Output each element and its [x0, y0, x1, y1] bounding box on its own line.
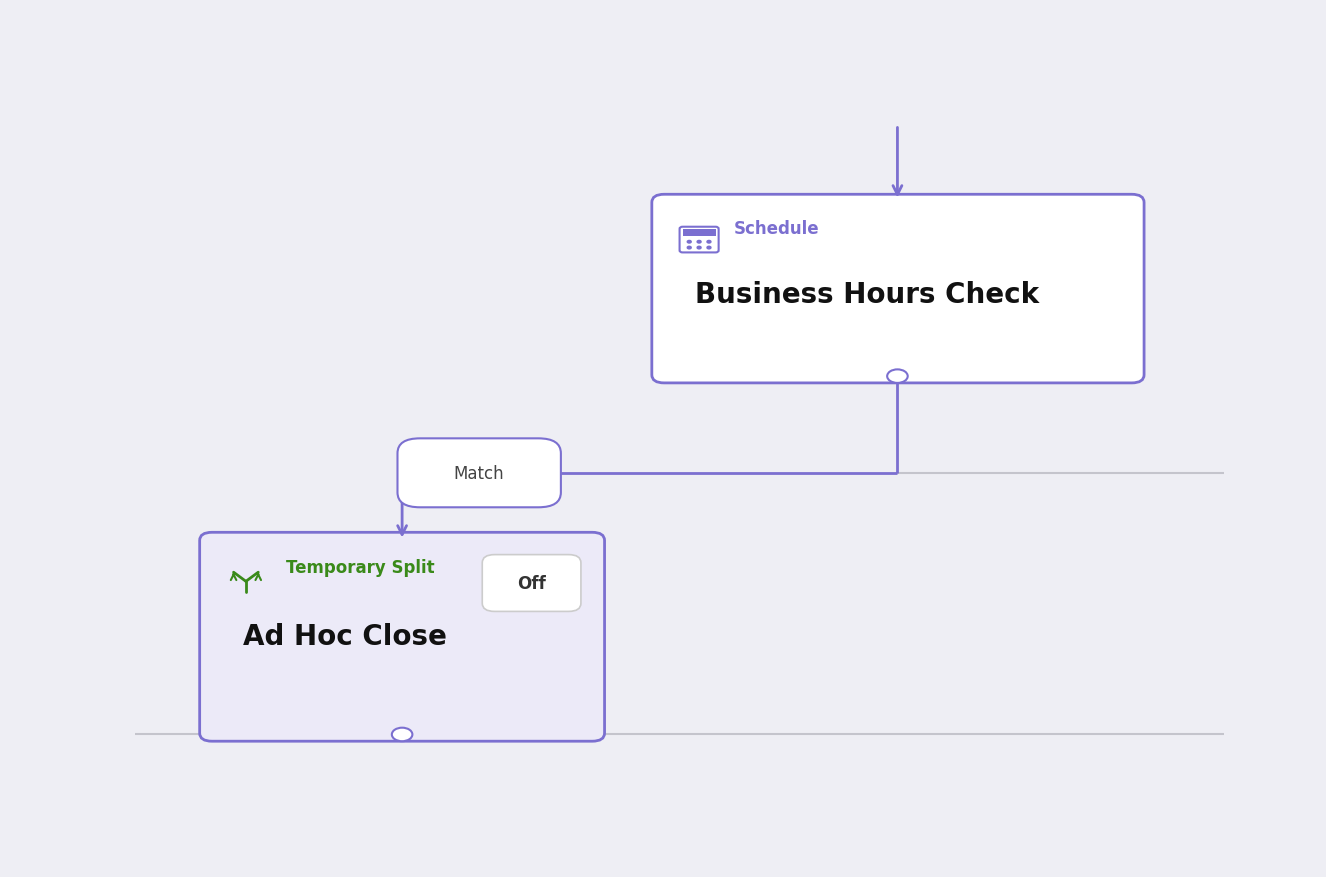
Circle shape — [392, 728, 412, 741]
Circle shape — [707, 241, 711, 244]
Circle shape — [707, 247, 711, 250]
Circle shape — [887, 370, 908, 383]
Text: Off: Off — [517, 574, 546, 592]
FancyBboxPatch shape — [652, 195, 1144, 383]
Circle shape — [697, 241, 701, 244]
Text: Ad Hoc Close: Ad Hoc Close — [243, 622, 447, 650]
Text: Temporary Split: Temporary Split — [286, 559, 435, 577]
FancyBboxPatch shape — [483, 555, 581, 612]
Circle shape — [687, 247, 691, 250]
FancyBboxPatch shape — [398, 438, 561, 508]
Text: Match: Match — [453, 464, 504, 482]
FancyBboxPatch shape — [200, 532, 605, 741]
Text: Business Hours Check: Business Hours Check — [695, 281, 1040, 309]
Circle shape — [697, 247, 701, 250]
FancyBboxPatch shape — [683, 230, 716, 237]
Circle shape — [687, 241, 691, 244]
Text: Schedule: Schedule — [735, 220, 819, 238]
